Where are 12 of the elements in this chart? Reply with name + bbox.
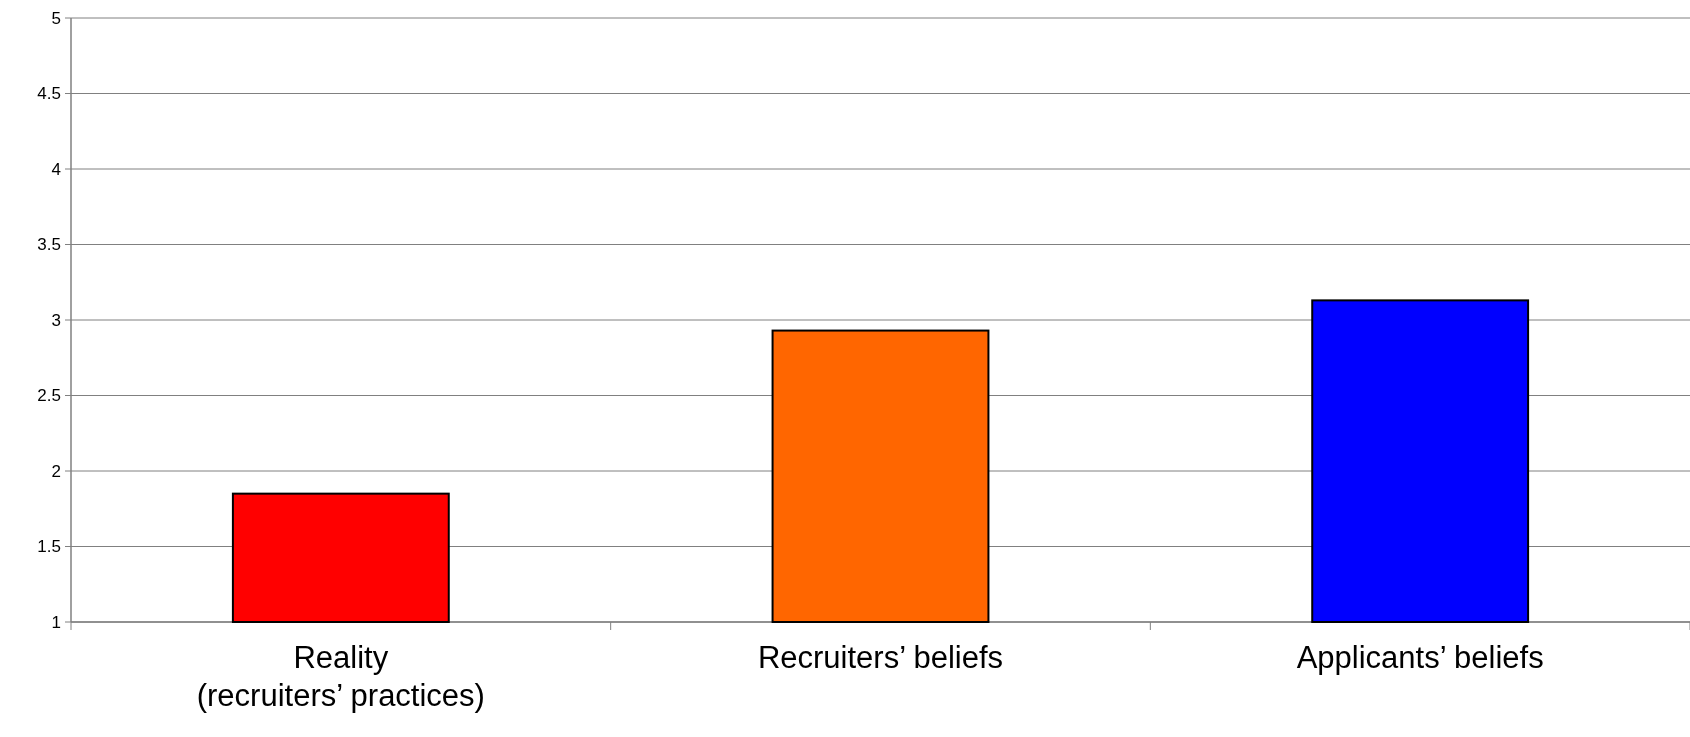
y-tick-label: 3 xyxy=(51,310,61,330)
y-tick-label: 1 xyxy=(51,612,61,632)
y-tick-label: 4.5 xyxy=(37,84,61,104)
x-tick-label: Reality (recruiters’ practices) xyxy=(196,640,485,713)
x-tick-label: Applicants’ beliefs xyxy=(1296,640,1544,675)
y-tick-label: 1.5 xyxy=(37,537,61,557)
x-tick-label: Recruiters’ beliefs xyxy=(757,640,1004,675)
y-tick-label: 4 xyxy=(51,159,61,179)
y-tick-label: 3.5 xyxy=(37,235,61,255)
y-tick-label: 2 xyxy=(51,461,61,481)
y-tick-label: 5 xyxy=(51,8,61,28)
y-tick-label: 2.5 xyxy=(37,386,61,406)
